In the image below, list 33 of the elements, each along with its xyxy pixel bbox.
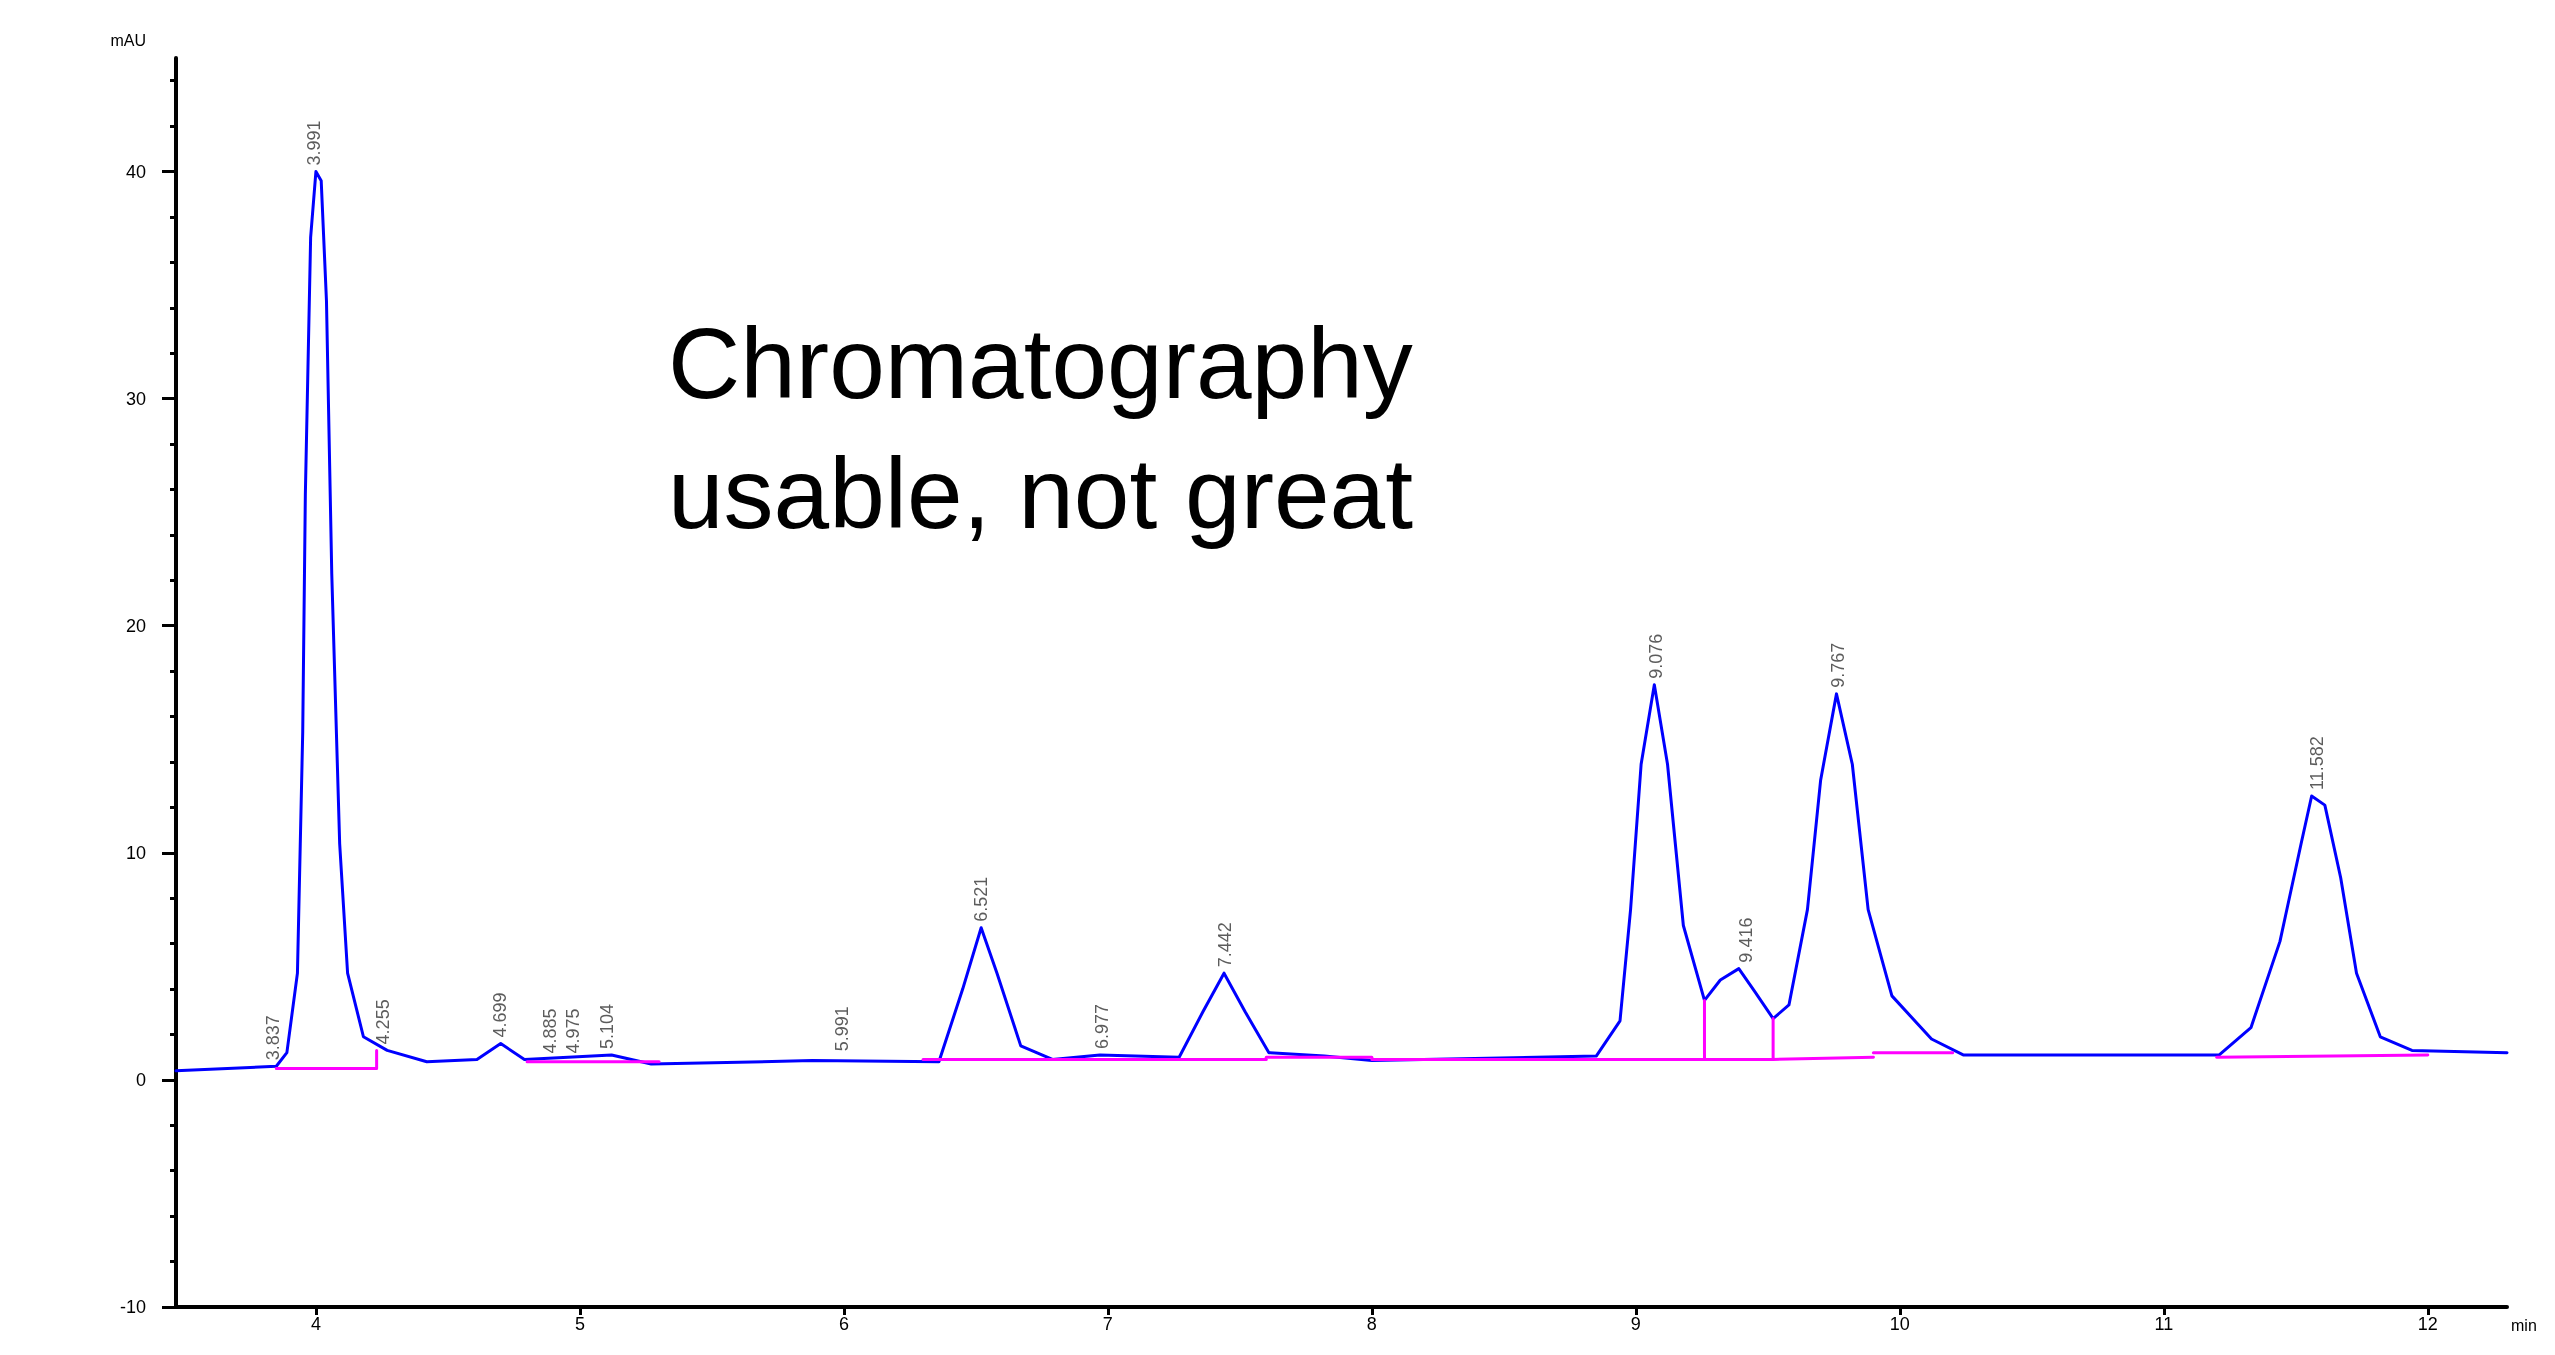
annotation: 5.991 [831, 1006, 852, 1052]
annotation: 7.442 [1214, 922, 1235, 968]
annotation: 4.885 [539, 1008, 560, 1054]
annotation: 9.767 [1828, 642, 1849, 688]
y-tick-label: -10 [119, 1297, 146, 1317]
annotation: 9.076 [1645, 633, 1666, 679]
x-tick-label: 11 [2154, 1314, 2174, 1334]
y-axis-title: mAU [110, 31, 146, 49]
annotation: 6.521 [971, 876, 992, 922]
y-tick-label: 0 [135, 1069, 146, 1090]
y-tick-label: 20 [125, 615, 146, 636]
annotation: 4.255 [373, 999, 394, 1045]
annotation: 11.582 [2307, 736, 2328, 791]
annotation: 3.991 [303, 120, 324, 166]
annotation: 5.104 [597, 1003, 618, 1049]
y-tick-label: 30 [125, 388, 146, 409]
x-tick-label: 12 [2417, 1314, 2438, 1334]
annotation: 3.837 [262, 1015, 283, 1061]
x-tick-label: 8 [1366, 1314, 1377, 1334]
annotation: 6.977 [1091, 1003, 1112, 1049]
x-tick-label: 9 [1630, 1314, 1641, 1334]
y-tick-label: 40 [125, 161, 146, 182]
y-tick-label: 10 [125, 842, 146, 863]
x-tick-label: 6 [838, 1314, 849, 1334]
annotation: 9.416 [1735, 917, 1756, 963]
x-tick-label: 10 [1889, 1314, 1910, 1334]
x-tick-label: 4 [310, 1314, 321, 1334]
annotation: 4.975 [563, 1008, 584, 1054]
annotation: Chromatography usable, not great [668, 307, 1441, 549]
x-tick-label: 7 [1102, 1314, 1113, 1334]
x-tick-label: 5 [574, 1314, 585, 1334]
annotation: 4.699 [490, 992, 511, 1038]
x-axis-title: min [2511, 1316, 2537, 1334]
